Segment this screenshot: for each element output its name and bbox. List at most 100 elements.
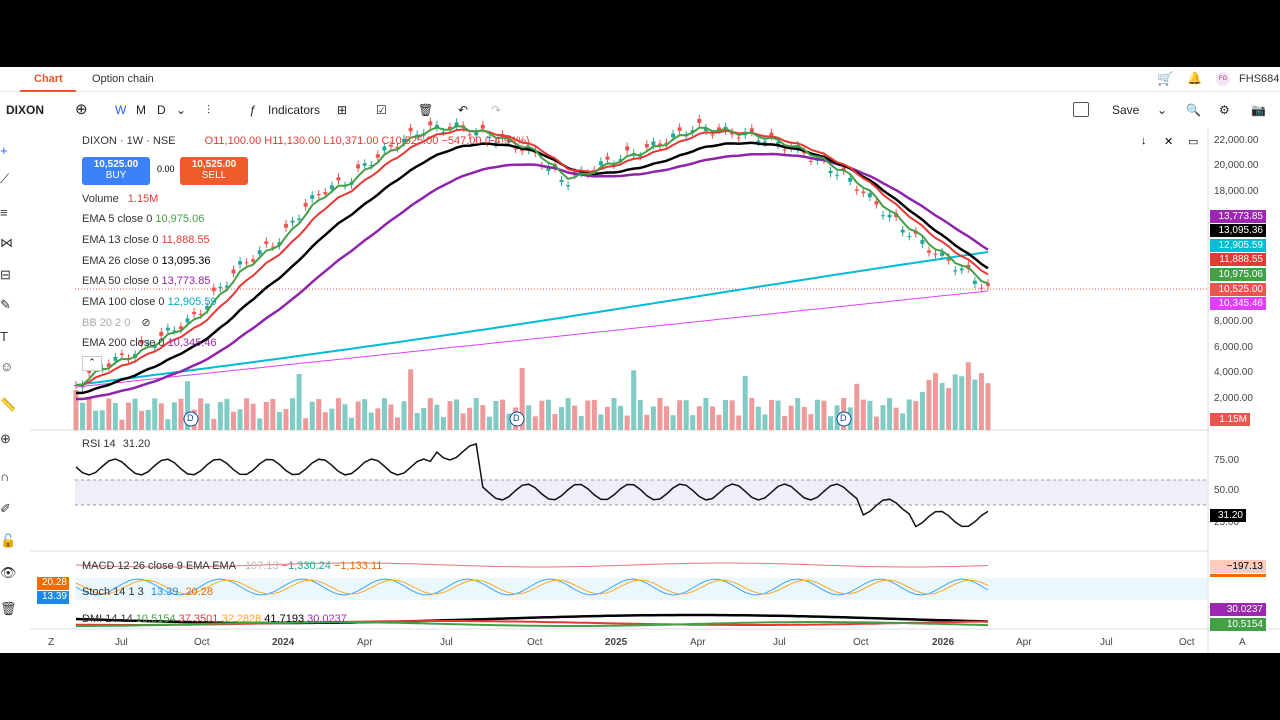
x-axis-edge[interactable]: A <box>1239 637 1246 648</box>
dividend-marker[interactable] <box>183 411 199 427</box>
volume-bar <box>696 406 702 430</box>
settings-icon[interactable]: ⚙ <box>1219 103 1230 117</box>
dmi-plus-line <box>76 621 989 627</box>
legend-volume[interactable]: Volume 1.15M <box>82 193 158 205</box>
stoch-value-1: 13.39 <box>150 586 179 598</box>
eye-icon[interactable]: 👁 <box>0 565 17 580</box>
legend-ema26[interactable]: EMA 26 close 0 13,095.36 <box>82 255 210 267</box>
volume-bar <box>375 408 381 430</box>
interval-month[interactable]: M <box>136 103 146 117</box>
zoom-in-icon[interactable]: ⊕ <box>0 431 11 446</box>
alert-check-icon[interactable]: ☑ <box>376 103 387 117</box>
legend-dmi[interactable]: DMI 14 14 10.5154 37.3501 32.2828 41.719… <box>82 613 347 625</box>
lock-icon[interactable]: 🔓 <box>0 533 17 548</box>
magnet-icon[interactable]: ∩ <box>0 469 10 484</box>
volume-bar <box>946 388 952 430</box>
trash-drawings-icon[interactable]: 🗑 <box>0 601 17 616</box>
layouts-icon[interactable]: ⊞ <box>337 103 348 117</box>
volume-bar <box>178 398 184 430</box>
text-icon[interactable]: T <box>0 329 8 344</box>
volume-bar <box>316 399 322 430</box>
emoji-icon[interactable]: ☺ <box>0 359 14 374</box>
legend-ema100[interactable]: EMA 100 close 0 12,905.59 <box>82 296 217 308</box>
x-tick: Jul <box>440 637 453 648</box>
x-axis-edge[interactable]: Z <box>48 637 55 648</box>
candles-icon[interactable]: ⫶ <box>207 103 211 117</box>
interval-day[interactable]: D <box>157 103 166 117</box>
fib-icon[interactable]: ≡ <box>0 205 8 220</box>
ema5-price-tag: 10,975.06 <box>1210 268 1266 281</box>
camera-icon[interactable]: 📷 <box>1251 103 1266 117</box>
volume-bar <box>873 416 879 430</box>
volume-bar <box>801 407 807 430</box>
legend-ema13[interactable]: EMA 13 close 0 11,888.55 <box>82 234 210 246</box>
move-down-icon[interactable]: ↓ <box>1141 135 1147 147</box>
ema13-price-tag: 11,888.55 <box>1210 253 1266 266</box>
tab-option-chain[interactable]: Option chain <box>92 73 154 85</box>
collapse-legend-icon[interactable]: ⌃ <box>82 356 102 371</box>
avatar[interactable]: FG <box>1216 72 1230 86</box>
rsi-tick: 25.00 <box>1214 517 1240 528</box>
volume-bar <box>106 398 112 430</box>
save-button[interactable]: Save <box>1112 103 1140 117</box>
crosshair-icon[interactable]: + <box>0 143 8 158</box>
volume-bar <box>506 413 512 430</box>
volume-bar <box>86 398 92 430</box>
add-symbol-icon[interactable]: ⊕ <box>75 101 88 118</box>
volume-bar <box>342 404 348 430</box>
ruler-icon[interactable]: 📏 <box>0 397 17 412</box>
redo-icon[interactable]: ↷ <box>491 103 502 117</box>
legend-rsi[interactable]: RSI 14 31.20 <box>82 438 150 450</box>
sell-button[interactable]: 10,525.00 SELL <box>180 157 248 185</box>
projection-icon[interactable]: ⊟ <box>0 267 11 282</box>
volume-bar <box>519 368 525 430</box>
legend-macd[interactable]: MACD 12 26 close 9 EMA EMA −197.13 −1,33… <box>82 560 382 572</box>
rsi-tag: 31.20 <box>1210 509 1246 522</box>
indicators-button[interactable]: Indicators <box>268 103 321 117</box>
dividend-marker[interactable] <box>836 411 852 427</box>
brush-icon[interactable]: ✎ <box>0 297 11 312</box>
dividend-marker[interactable] <box>509 411 525 427</box>
volume-bar <box>598 414 604 430</box>
x-tick: Oct <box>853 637 869 648</box>
active-tab-indicator <box>20 90 76 92</box>
legend-ema200[interactable]: EMA 200 close 0 10,345.46 <box>82 337 217 349</box>
undo-icon[interactable]: ↶ <box>458 103 469 117</box>
volume-bar <box>965 362 971 430</box>
volume-bar <box>237 409 243 430</box>
interval-week[interactable]: W <box>115 103 127 117</box>
zoom-icon[interactable]: 🔍 <box>1186 103 1201 117</box>
stoch-value-2: 20.28 <box>185 586 213 598</box>
buy-label: BUY <box>105 170 127 181</box>
volume-bar <box>545 399 551 430</box>
pattern-icon[interactable]: ⋈ <box>0 235 13 250</box>
symbol-title[interactable]: DIXON · 1W · NSE <box>82 135 176 147</box>
symbol-search[interactable]: DIXON <box>6 103 45 117</box>
cart-icon[interactable]: 🛒 <box>1157 71 1174 86</box>
volume-bar <box>919 391 925 430</box>
volume-bar <box>552 414 558 430</box>
save-chevron-icon[interactable]: ⌄ <box>1157 103 1168 117</box>
y-tick: 18,000.00 <box>1214 186 1259 197</box>
volume-bar <box>152 398 158 430</box>
eye-off-icon[interactable]: ⊘ <box>141 317 151 329</box>
legend-stoch[interactable]: Stoch 14 1 3 13.39 20.28 <box>82 586 213 598</box>
trendline-icon[interactable]: ⟋ <box>0 171 10 186</box>
collapse-icon[interactable]: ✕ <box>1164 136 1174 148</box>
price-chart[interactable] <box>0 67 1280 653</box>
ema50-value: 13,773.85 <box>161 275 211 287</box>
legend-bb[interactable]: BB 20 2 0 ⊘ <box>82 316 151 329</box>
fullscreen-icon[interactable] <box>1073 102 1089 117</box>
tab-chart[interactable]: Chart <box>34 73 63 85</box>
trash-icon[interactable]: 🗑 <box>418 103 434 117</box>
bell-icon[interactable]: 🔔 <box>1187 71 1202 85</box>
x-tick: Jul <box>115 637 128 648</box>
legend-ema50[interactable]: EMA 50 close 0 13,773.85 <box>82 275 210 287</box>
maximize-icon[interactable]: ▭ <box>1188 136 1199 148</box>
lock-drawing-icon[interactable]: ✐ <box>0 501 11 516</box>
user-id[interactable]: FHS684 <box>1239 73 1280 85</box>
legend-ema5[interactable]: EMA 5 close 0 10,975.06 <box>82 213 204 225</box>
x-tick: Jul <box>773 637 786 648</box>
buy-button[interactable]: 10,525.00 BUY <box>82 157 150 185</box>
chevron-down-icon[interactable]: ⌄ <box>176 103 187 117</box>
